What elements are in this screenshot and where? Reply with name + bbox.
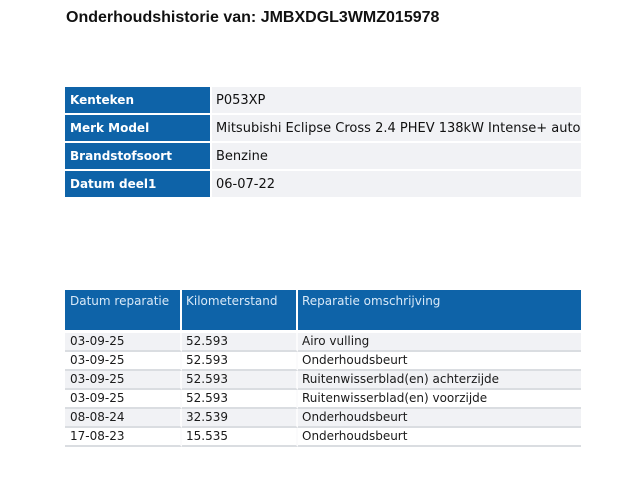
vehicle-label: Kenteken (65, 87, 210, 115)
vehicle-label: Datum deel1 (65, 171, 210, 199)
repair-odometer: 52.593 (182, 371, 298, 390)
vehicle-value: P053XP (210, 87, 581, 115)
repair-odometer: 52.593 (182, 333, 298, 352)
repair-description: Onderhoudsbeurt (298, 428, 581, 447)
vehicle-label: Merk Model (65, 115, 210, 143)
repair-odometer: 15.535 (182, 428, 298, 447)
repairs-header-omschrijving: Reparatie omschrijving (298, 290, 581, 333)
repair-odometer: 52.593 (182, 352, 298, 371)
repair-date: 08-08-24 (65, 409, 182, 428)
repair-row: 03-09-25 52.593 Airo vulling (65, 333, 581, 352)
vehicle-value: Mitsubishi Eclipse Cross 2.4 PHEV 138kW … (210, 115, 581, 143)
vehicle-label: Brandstofsoort (65, 143, 210, 171)
repair-description: Ruitenwisserblad(en) voorzijde (298, 390, 581, 409)
page-title: Onderhoudshistorie van: JMBXDGL3WMZ01597… (66, 9, 440, 26)
vehicle-value: Benzine (210, 143, 581, 171)
vehicle-row: Brandstofsoort Benzine (65, 143, 581, 171)
repair-row: 03-09-25 52.593 Onderhoudsbeurt (65, 352, 581, 371)
repair-description: Ruitenwisserblad(en) achterzijde (298, 371, 581, 390)
repair-date: 03-09-25 (65, 390, 182, 409)
repair-description: Onderhoudsbeurt (298, 409, 581, 428)
repair-date: 17-08-23 (65, 428, 182, 447)
repair-date: 03-09-25 (65, 352, 182, 371)
repair-date: 03-09-25 (65, 371, 182, 390)
vehicle-row: Kenteken P053XP (65, 87, 581, 115)
vehicle-row: Merk Model Mitsubishi Eclipse Cross 2.4 … (65, 115, 581, 143)
repairs-header-datum: Datum reparatie (65, 290, 182, 333)
vehicle-info-table: Kenteken P053XP Merk Model Mitsubishi Ec… (65, 87, 581, 199)
repair-row: 08-08-24 32.539 Onderhoudsbeurt (65, 409, 581, 428)
repairs-header-kilometerstand: Kilometerstand (182, 290, 298, 333)
repair-description: Onderhoudsbeurt (298, 352, 581, 371)
repair-odometer: 52.593 (182, 390, 298, 409)
repair-odometer: 32.539 (182, 409, 298, 428)
repair-description: Airo vulling (298, 333, 581, 352)
repairs-table: Datum reparatie Kilometerstand Reparatie… (65, 290, 581, 447)
vehicle-row: Datum deel1 06-07-22 (65, 171, 581, 199)
repair-row: 03-09-25 52.593 Ruitenwisserblad(en) ach… (65, 371, 581, 390)
vehicle-value: 06-07-22 (210, 171, 581, 199)
repair-date: 03-09-25 (65, 333, 182, 352)
repair-row: 17-08-23 15.535 Onderhoudsbeurt (65, 428, 581, 447)
repairs-header-row: Datum reparatie Kilometerstand Reparatie… (65, 290, 581, 333)
repair-row: 03-09-25 52.593 Ruitenwisserblad(en) voo… (65, 390, 581, 409)
